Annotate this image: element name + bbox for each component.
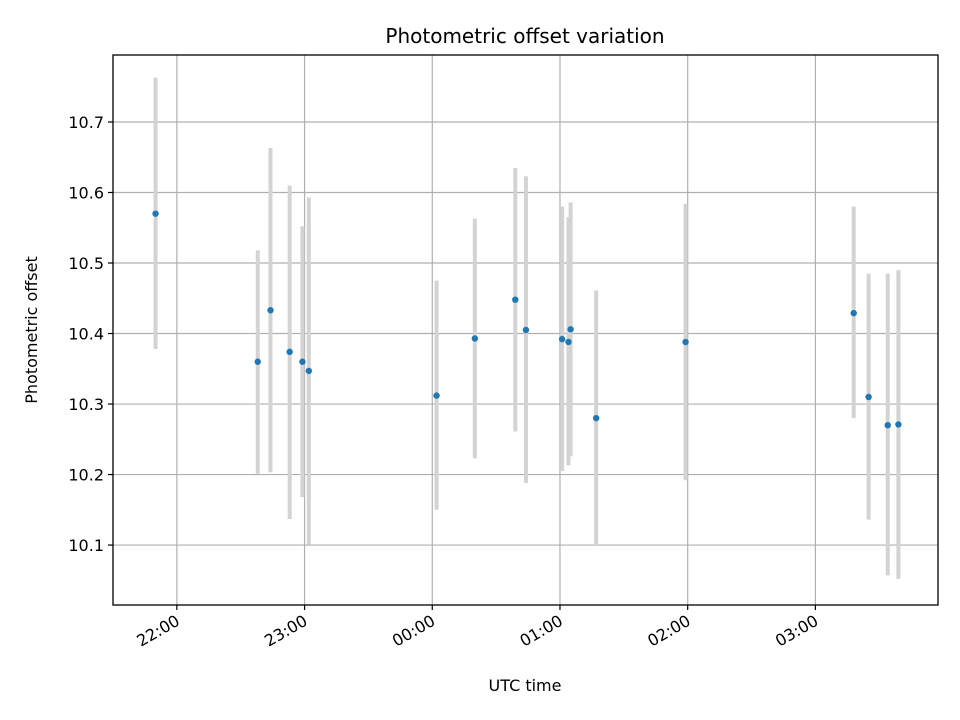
- y-tick-label: 10.4: [68, 325, 104, 344]
- data-point: [512, 296, 519, 303]
- y-tick-label: 10.5: [68, 254, 104, 273]
- y-axis: 10.1 10.2 10.3 10.4 10.5 10.6 10.7: [68, 113, 113, 555]
- data-point: [565, 338, 572, 346]
- plot-frame: [112, 54, 939, 606]
- data-point: [267, 307, 274, 314]
- x-tick-label: 00:00: [389, 611, 438, 651]
- data-point: [286, 348, 293, 356]
- x-tick-label: 22:00: [133, 611, 182, 651]
- data-point: [850, 309, 857, 317]
- data-point: [522, 326, 530, 334]
- data-point: [567, 326, 574, 333]
- data-point: [299, 358, 306, 365]
- data-point: [682, 338, 689, 346]
- x-tick-label: 23:00: [261, 611, 310, 651]
- data-point: [558, 335, 566, 343]
- data-point: [884, 421, 891, 429]
- data-point: [592, 414, 600, 422]
- x-axis-label: UTC time: [489, 676, 562, 695]
- y-tick-label: 10.2: [68, 466, 104, 485]
- y-tick-label: 10.1: [68, 536, 104, 555]
- x-tick-label: 03:00: [772, 611, 821, 651]
- x-tick-label: 02:00: [644, 611, 693, 651]
- x-axis: 22:00 23:00 00:00 01:00 02:00 03:00: [133, 605, 821, 651]
- data-point: [865, 393, 872, 401]
- y-axis-label: Photometric offset: [22, 256, 41, 404]
- point-layer: [152, 210, 902, 429]
- data-point: [471, 335, 479, 342]
- data-point: [305, 367, 313, 375]
- data-point: [895, 421, 902, 428]
- y-tick-label: 10.7: [68, 113, 104, 132]
- data-point: [152, 210, 159, 217]
- y-tick-label: 10.6: [68, 184, 104, 203]
- y-tick-label: 10.3: [68, 395, 104, 414]
- x-tick-label: 01:00: [517, 611, 566, 651]
- data-point: [254, 358, 261, 365]
- data-point: [433, 392, 440, 399]
- chart-title: Photometric offset variation: [385, 24, 664, 48]
